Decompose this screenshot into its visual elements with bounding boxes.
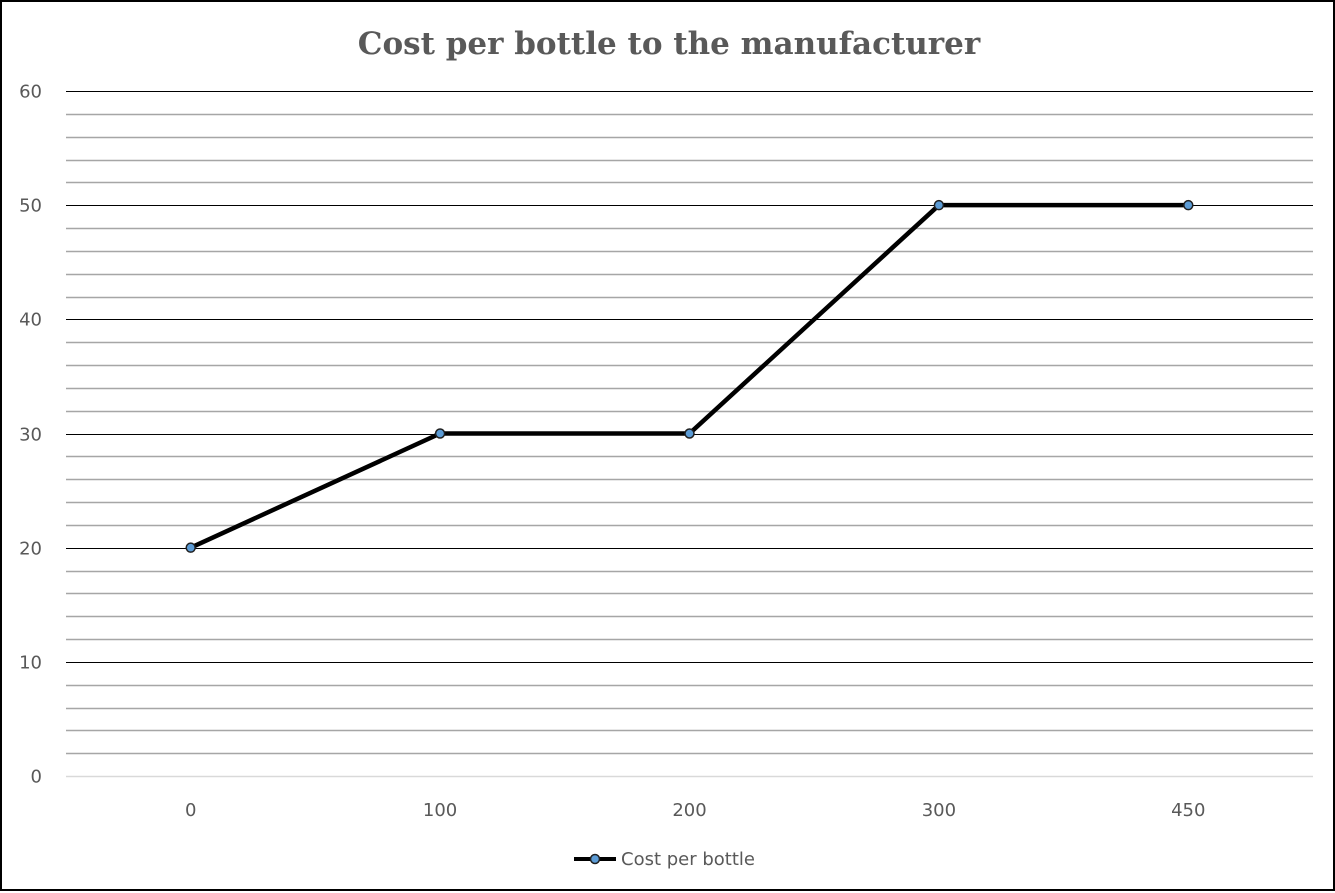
axes: 0 10 20 30 40 50 60 0 100 200 300 450 <box>19 82 1313 821</box>
y-tick-label: 10 <box>19 653 42 674</box>
chart-title: Cost per bottle to the manufacturer <box>358 26 981 62</box>
x-tick-label: 100 <box>423 800 457 821</box>
y-tick-label: 30 <box>19 425 42 446</box>
gridlines <box>66 91 1313 755</box>
legend-marker-swatch <box>589 853 601 865</box>
data-point-marker <box>1183 199 1194 211</box>
data-point-marker <box>434 428 446 439</box>
series-cost-per-bottle <box>185 199 1194 553</box>
x-tick-label: 300 <box>922 800 956 821</box>
x-tick-label: 450 <box>1171 800 1205 821</box>
data-point-marker <box>185 542 196 553</box>
legend: Cost per bottle <box>574 849 755 870</box>
series-line <box>189 202 1189 550</box>
x-tick-label: 200 <box>672 800 706 821</box>
y-tick-label: 50 <box>19 196 42 217</box>
data-point-marker <box>684 428 695 439</box>
data-point-marker <box>933 199 945 211</box>
y-tick-label: 60 <box>19 82 42 103</box>
y-tick-label: 40 <box>19 310 42 331</box>
y-tick-label: 20 <box>19 539 42 560</box>
x-tick-label: 0 <box>185 800 196 821</box>
legend-label: Cost per bottle <box>621 849 755 870</box>
y-tick-label: 0 <box>31 767 42 788</box>
